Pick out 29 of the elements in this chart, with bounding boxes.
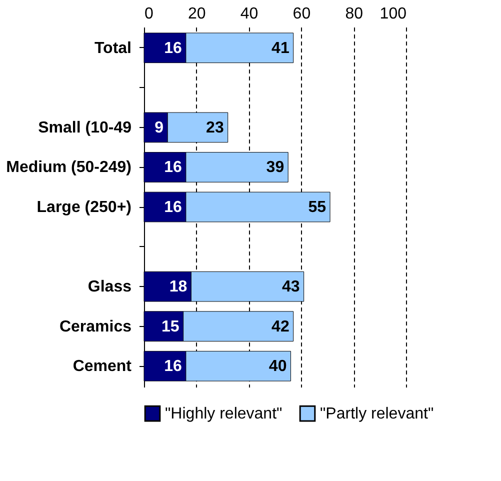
x-tick-label: 20 bbox=[188, 6, 206, 22]
data-label: 16 bbox=[164, 358, 182, 376]
data-label: 43 bbox=[282, 278, 300, 296]
data-label: 15 bbox=[162, 318, 180, 336]
x-tick-label: 80 bbox=[345, 6, 364, 22]
data-label: 16 bbox=[164, 159, 182, 176]
legend-label: "Partly relevant" bbox=[320, 406, 434, 423]
data-label: 42 bbox=[272, 318, 290, 336]
y-tick-label: Ceramics bbox=[59, 318, 132, 336]
data-label: 41 bbox=[272, 40, 290, 57]
x-tick-label: 0 bbox=[144, 6, 154, 22]
data-label: 23 bbox=[206, 119, 224, 136]
data-label: 40 bbox=[268, 358, 287, 376]
data-label: 9 bbox=[154, 119, 164, 136]
y-tick-label: Cement bbox=[72, 358, 132, 376]
data-label: 39 bbox=[266, 159, 284, 176]
y-tick-label: Glass bbox=[88, 278, 132, 296]
x-tick-label: 40 bbox=[240, 6, 258, 22]
data-label: 16 bbox=[164, 199, 182, 216]
x-tick-label: 60 bbox=[292, 6, 311, 22]
legend-label: "Highly relevant" bbox=[165, 406, 282, 423]
y-tick-label: Total bbox=[94, 40, 132, 57]
y-tick-label: Small (10-49 bbox=[38, 119, 132, 136]
data-label: 18 bbox=[169, 278, 188, 296]
data-label: 16 bbox=[164, 40, 182, 57]
x-tick-label: 100 bbox=[380, 6, 407, 22]
y-tick-label: Medium (50-249) bbox=[6, 159, 132, 176]
y-tick-label: Large (250+) bbox=[36, 199, 132, 216]
data-label: 55 bbox=[308, 199, 326, 216]
